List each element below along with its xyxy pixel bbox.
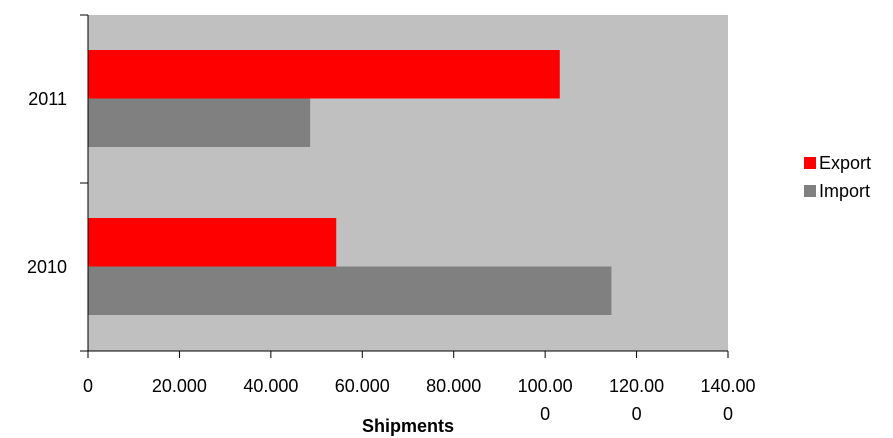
- x-tick-label: 0: [83, 376, 93, 396]
- x-tick-label: 80.000: [426, 376, 481, 396]
- bar-export-2010: [88, 218, 337, 267]
- x-tick-label: 20.000: [152, 376, 207, 396]
- bar-export-2011: [88, 50, 560, 99]
- legend: Export Import: [804, 153, 871, 201]
- legend-swatch-import: [804, 185, 816, 197]
- x-tick-label: 60.000: [335, 376, 390, 396]
- x-tick-label: 100.00 0: [518, 376, 573, 424]
- x-tick-label: 140.00 0: [700, 376, 755, 424]
- x-tick-label: 120.00 0: [609, 376, 664, 424]
- y-tick-label: 2011: [28, 89, 67, 109]
- legend-swatch-export: [804, 157, 816, 169]
- bar-import-2011: [88, 98, 311, 147]
- bar-import-2010: [88, 266, 612, 315]
- x-axis-label: Shipments: [362, 416, 454, 436]
- y-tick-label: 2010: [27, 257, 67, 277]
- legend-label-export: Export: [819, 153, 871, 173]
- legend-label-import: Import: [819, 181, 870, 201]
- x-tick-label: 40.000: [243, 376, 298, 396]
